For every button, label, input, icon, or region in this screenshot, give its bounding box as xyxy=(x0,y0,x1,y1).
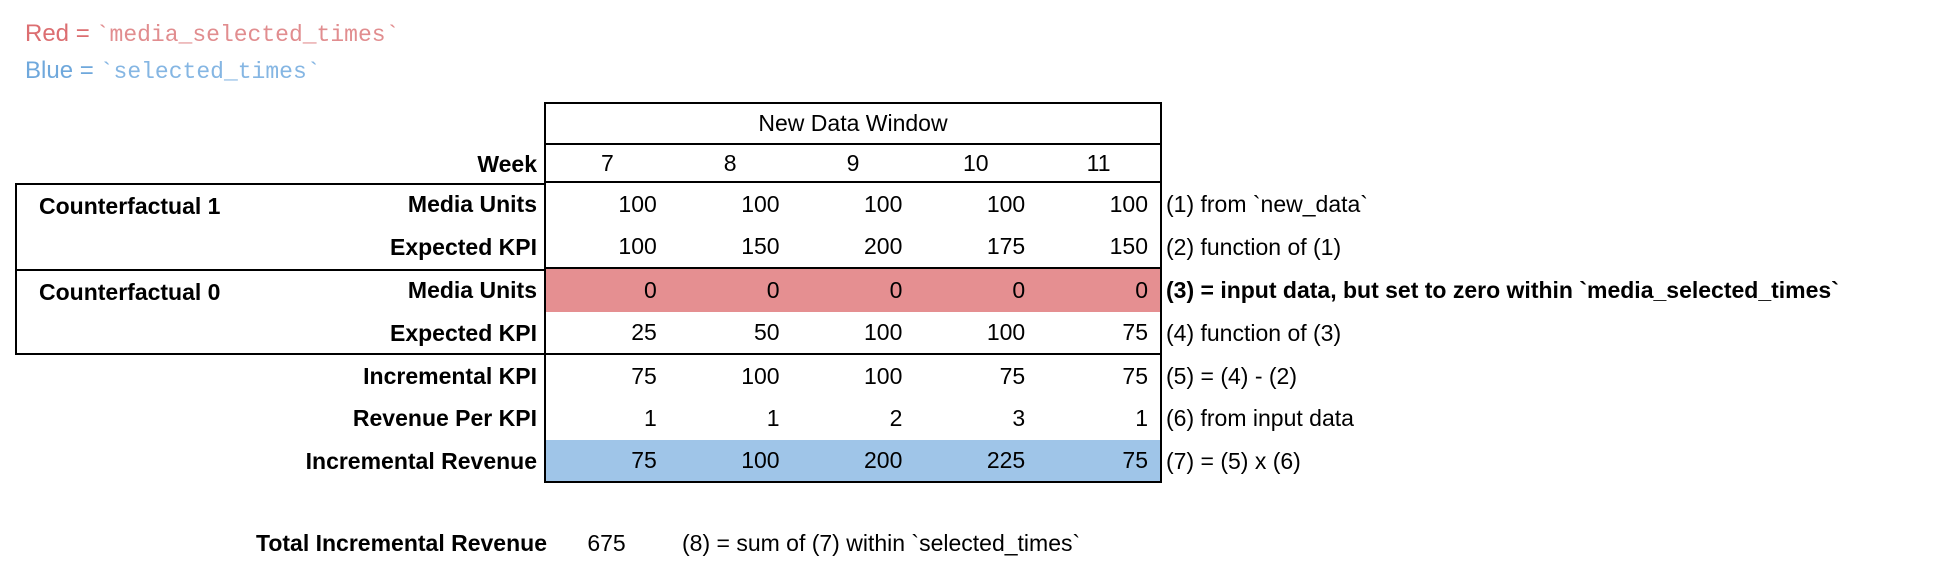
legend-red-code: `media_selected_times` xyxy=(95,22,400,48)
group-label-counterfactual-0: Counterfactual 0 xyxy=(39,279,221,305)
annotation-2: (2) function of (1) xyxy=(1166,234,1342,260)
table-cell: 75 xyxy=(631,447,657,473)
table-cell: 100 xyxy=(864,362,903,389)
table-cell: 150 xyxy=(1109,233,1148,259)
table-cell: 100 xyxy=(986,191,1026,217)
table-cell: 75 xyxy=(1122,447,1148,473)
annotation-5: (5) = (4) - (2) xyxy=(1166,363,1297,389)
total-incremental-revenue-label: Total Incremental Revenue xyxy=(256,530,547,556)
table-cell: 75 xyxy=(1122,319,1148,345)
table-cell: 100 xyxy=(741,447,780,473)
week-numbers-row: 7 8 9 10 11 xyxy=(546,145,1160,183)
table-row-incremental-revenue-blue-highlight: 75 100 200 225 75 xyxy=(546,440,1160,481)
table-row-expected-kpi-cf0: 25 50 100 100 75 xyxy=(546,312,1160,355)
row-label-expected-kpi-cf1: Expected KPI xyxy=(390,234,537,260)
week-cell: 8 xyxy=(723,149,737,176)
table-cell: 75 xyxy=(1122,362,1148,389)
table-row-expected-kpi-cf1: 100 150 200 175 150 xyxy=(546,226,1160,269)
legend-red-label: Red = xyxy=(25,20,90,47)
row-label-incremental-kpi: Incremental KPI xyxy=(363,362,537,389)
table-cell: 75 xyxy=(999,362,1026,389)
table-cell: 3 xyxy=(1012,405,1026,431)
week-cell: 9 xyxy=(846,149,860,176)
legend-blue-code: `selected_times` xyxy=(99,59,321,85)
table-row-media-units-cf0-red-highlight: 0 0 0 0 0 xyxy=(546,269,1160,312)
table-cell: 1 xyxy=(1135,405,1148,431)
table-cell: 100 xyxy=(864,191,903,217)
table-cell: 0 xyxy=(1012,277,1026,303)
table-cell: 50 xyxy=(754,319,780,345)
table-cell: 100 xyxy=(741,362,780,389)
annotation-8: (8) = sum of (7) within `selected_times` xyxy=(682,530,1081,556)
table-row-incremental-kpi: 75 100 100 75 75 xyxy=(546,355,1160,397)
table-cell: 1 xyxy=(766,405,780,431)
week-cell: 7 xyxy=(601,149,614,176)
week-cell: 10 xyxy=(962,149,989,176)
table-cell: 0 xyxy=(644,277,657,303)
table-header-row: New Data Window xyxy=(546,104,1160,145)
table-cell: 25 xyxy=(631,319,657,345)
table-cell: 200 xyxy=(864,233,903,259)
table-row-revenue-per-kpi: 1 1 2 3 1 xyxy=(546,397,1160,440)
annotation-6: (6) from input data xyxy=(1166,405,1354,431)
table-cell: 100 xyxy=(618,233,657,259)
table-cell: 175 xyxy=(986,233,1026,259)
table-cell: 100 xyxy=(864,319,903,345)
counterfactual-group-box: Counterfactual 1 Counterfactual 0 xyxy=(15,183,544,355)
data-table: New Data Window 7 8 9 10 11 100 100 100 … xyxy=(544,102,1162,483)
annotation-4: (4) function of (3) xyxy=(1166,320,1342,346)
table-cell: 150 xyxy=(741,233,780,259)
legend-blue: Blue = `selected_times` xyxy=(25,57,321,85)
table-cell: 0 xyxy=(1135,277,1148,303)
table-cell: 100 xyxy=(618,191,657,217)
annotation-7: (7) = (5) x (6) xyxy=(1166,448,1301,474)
group-label-counterfactual-1: Counterfactual 1 xyxy=(39,193,221,219)
row-label-incremental-revenue: Incremental Revenue xyxy=(305,448,537,474)
row-label-revenue-per-kpi: Revenue Per KPI xyxy=(352,405,537,431)
table-cell: 2 xyxy=(889,405,903,431)
group-divider-line xyxy=(17,269,544,271)
legend-red: Red = `media_selected_times` xyxy=(25,20,399,48)
total-incremental-revenue-value: 675 xyxy=(587,530,626,556)
table-cell: 0 xyxy=(766,277,780,303)
table-cell: 1 xyxy=(644,405,657,431)
week-cell: 11 xyxy=(1086,149,1111,176)
annotation-3: (3) = input data, but set to zero within… xyxy=(1166,277,1839,303)
table-cell: 100 xyxy=(741,191,780,217)
table-cell: 0 xyxy=(889,277,903,303)
row-label-media-units-cf0: Media Units xyxy=(407,277,537,303)
table-cell: 200 xyxy=(864,447,903,473)
legend-blue-label: Blue = xyxy=(25,57,94,84)
table-header-title: New Data Window xyxy=(758,110,948,136)
table-cell: 100 xyxy=(1109,191,1148,217)
table-cell: 100 xyxy=(986,319,1026,345)
table-cell: 75 xyxy=(631,362,657,389)
table-cell: 225 xyxy=(986,447,1026,473)
row-label-expected-kpi-cf0: Expected KPI xyxy=(390,320,537,346)
row-label-media-units-cf1: Media Units xyxy=(407,191,537,217)
annotation-1: (1) from `new_data` xyxy=(1166,191,1368,217)
week-row-label: Week xyxy=(477,150,537,177)
table-row-media-units-cf1: 100 100 100 100 100 xyxy=(546,183,1160,226)
